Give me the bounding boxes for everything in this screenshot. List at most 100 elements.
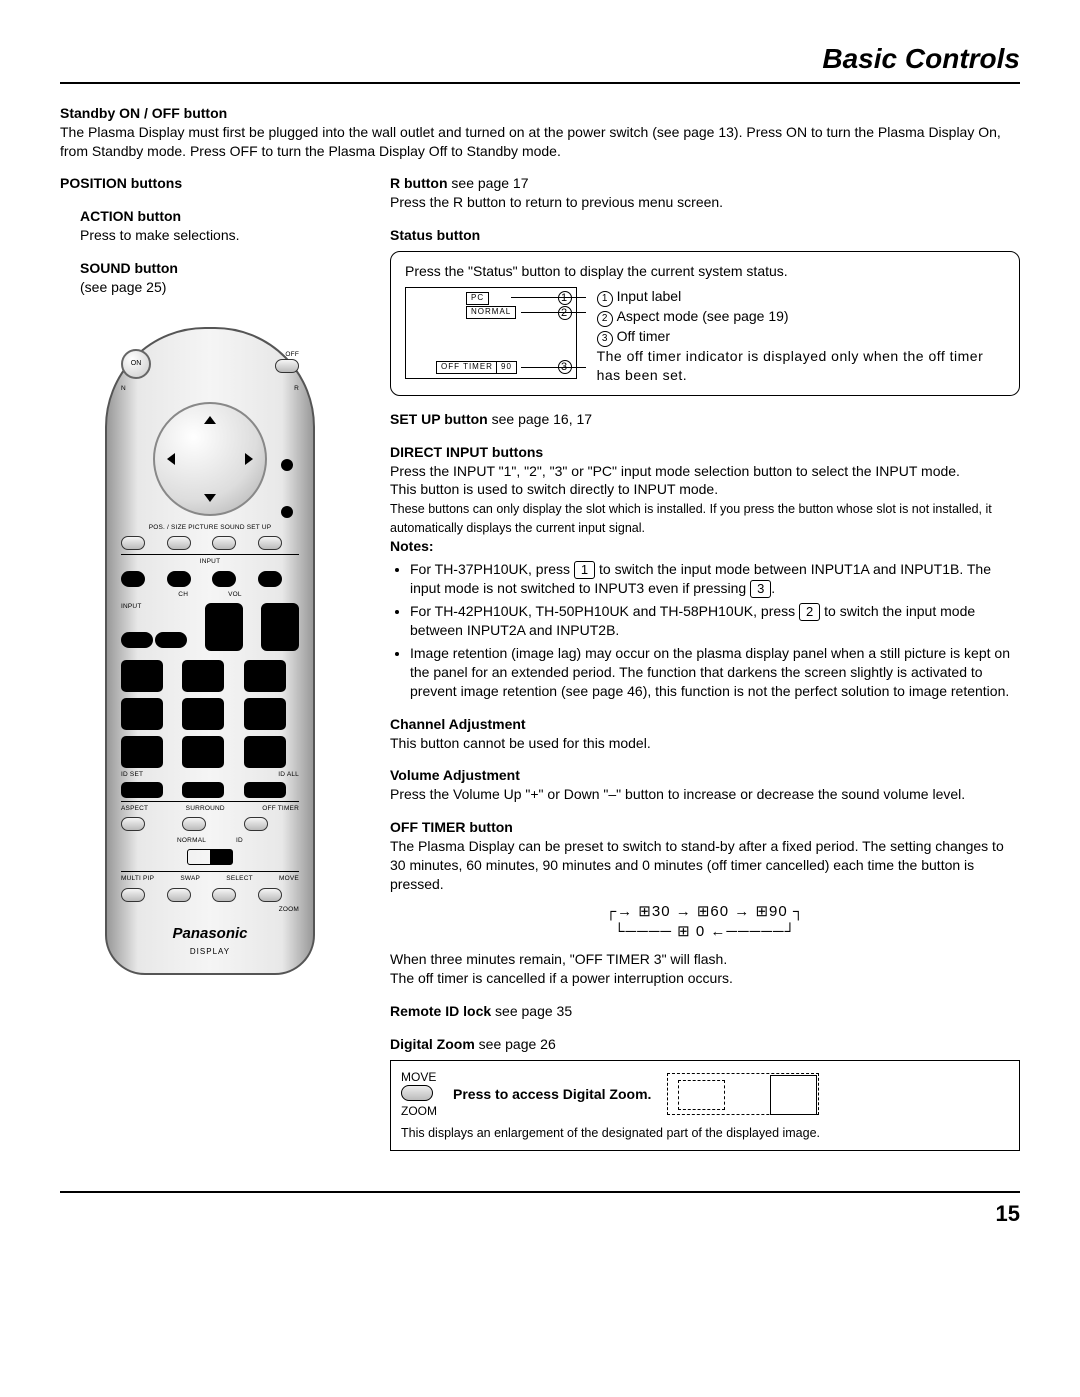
sound-title: SOUND button xyxy=(80,260,178,276)
zoom-ref: see page 26 xyxy=(479,1036,556,1052)
multipip-button[interactable] xyxy=(121,888,145,902)
vol-label: VOL xyxy=(228,591,242,600)
input-1-button[interactable] xyxy=(121,571,145,587)
position-title: POSITION buttons xyxy=(60,174,360,193)
num-0-button[interactable] xyxy=(182,782,224,798)
ch-label: CH xyxy=(178,591,188,600)
aspect-label: ASPECT xyxy=(121,805,148,814)
id-switch[interactable] xyxy=(211,850,233,864)
status-box: Press the "Status" button to display the… xyxy=(390,251,1020,396)
arrow-down-icon xyxy=(204,494,216,502)
num-button[interactable] xyxy=(182,736,224,768)
swap-button[interactable] xyxy=(167,888,191,902)
status-title: Status button xyxy=(390,227,480,243)
input-cycle-button[interactable] xyxy=(121,632,153,648)
idall-button[interactable] xyxy=(244,782,286,798)
r-button-title: R button xyxy=(390,175,448,191)
sd-pc: PC xyxy=(466,292,489,305)
zoom-label: ZOOM xyxy=(121,906,299,915)
setup-ref: see page 16, 17 xyxy=(492,411,592,427)
status-legend: 1Input label 2Aspect mode (see page 19) … xyxy=(597,287,1005,385)
side-button-2[interactable] xyxy=(281,506,293,518)
direct-body1: Press the INPUT "1", "2", "3" or "PC" in… xyxy=(390,463,960,479)
offtimer-body: The Plasma Display can be preset to swit… xyxy=(390,838,1004,892)
idset-label: ID SET xyxy=(121,771,143,780)
id-label: ID xyxy=(236,837,243,846)
zoom-press: Press to access Digital Zoom. xyxy=(453,1085,651,1104)
status-intro: Press the "Status" button to display the… xyxy=(405,263,788,279)
num-button[interactable] xyxy=(182,698,224,730)
sd-normal: NORMAL xyxy=(466,306,516,319)
num-button[interactable] xyxy=(244,698,286,730)
aspect-button[interactable] xyxy=(121,817,145,831)
sd-90: 90 xyxy=(496,361,517,374)
move-label: MOVE xyxy=(279,875,299,884)
select-button[interactable] xyxy=(212,888,236,902)
input-2-button[interactable] xyxy=(167,571,191,587)
standby-section: Standby ON / OFF button The Plasma Displ… xyxy=(60,104,1020,161)
arrow-right-icon xyxy=(245,453,253,465)
direct-small: These buttons can only display the slot … xyxy=(390,502,992,535)
n-label: N xyxy=(121,385,126,394)
idall-label: ID ALL xyxy=(278,771,299,780)
surround-button[interactable] xyxy=(182,817,206,831)
sound-button[interactable] xyxy=(212,536,236,550)
offtimer-label: OFF TIMER xyxy=(262,805,299,814)
num-button[interactable] xyxy=(121,660,163,692)
sd-num1: 1 xyxy=(558,291,572,305)
action-body: Press to make selections. xyxy=(80,227,240,243)
sd-num2: 2 xyxy=(558,306,572,320)
arrow-left-icon xyxy=(167,453,175,465)
timer-cycle: ┌→ ⊞30 → ⊞60 → ⊞90 ┐ └──── ⊞ 0 ←─────┘ xyxy=(390,902,1020,943)
num-button[interactable] xyxy=(244,736,286,768)
page-title: Basic Controls xyxy=(60,40,1020,84)
normal-switch[interactable] xyxy=(188,850,211,864)
direct-title: DIRECT INPUT buttons xyxy=(390,444,543,460)
move-button[interactable] xyxy=(258,888,282,902)
num-button[interactable] xyxy=(121,736,163,768)
volume-title: Volume Adjustment xyxy=(390,767,520,783)
zoom-zoom-label: ZOOM xyxy=(401,1103,437,1119)
offtimer-cancel: The off timer is cancelled if a power in… xyxy=(390,970,733,986)
setup-button[interactable] xyxy=(258,536,282,550)
offtimer-title: OFF TIMER button xyxy=(390,819,513,835)
zoom-diagram xyxy=(667,1073,819,1115)
ch-rocker[interactable] xyxy=(205,603,243,651)
channel-title: Channel Adjustment xyxy=(390,716,526,732)
num-button[interactable] xyxy=(182,660,224,692)
zoom-move-button[interactable] xyxy=(401,1085,433,1101)
off-button[interactable] xyxy=(275,359,299,373)
standby-title: Standby ON / OFF button xyxy=(60,105,227,121)
zoom-box: MOVE ZOOM Press to access Digital Zoom. … xyxy=(390,1060,1020,1151)
setup-title: SET UP button xyxy=(390,411,488,427)
idset-button[interactable] xyxy=(121,782,163,798)
remoteid-ref: see page 35 xyxy=(495,1003,572,1019)
picture-button[interactable] xyxy=(167,536,191,550)
remoteid-title: Remote ID lock xyxy=(390,1003,491,1019)
pos-size-button[interactable] xyxy=(121,536,145,550)
input-3-button[interactable] xyxy=(212,571,236,587)
side-button[interactable] xyxy=(281,459,293,471)
input-pc-button[interactable] xyxy=(258,571,282,587)
swap-label: SWAP xyxy=(180,875,200,884)
vol-rocker[interactable] xyxy=(261,603,299,651)
zoom-caption: This displays an enlargement of the desi… xyxy=(401,1125,1009,1142)
volume-body: Press the Volume Up "+" or Down "–" butt… xyxy=(390,786,965,802)
num-button[interactable] xyxy=(121,698,163,730)
r-button-ref: see page 17 xyxy=(451,175,528,191)
sd-offtimer: OFF TIMER xyxy=(436,361,498,374)
status-diagram: PC NORMAL OFF TIMER 90 1 2 3 xyxy=(405,287,577,379)
multipip-label: MULTI PIP xyxy=(121,875,154,884)
extra-button[interactable] xyxy=(155,632,187,648)
standby-body: The Plasma Display must first be plugged… xyxy=(60,124,1001,159)
offtimer-button[interactable] xyxy=(244,817,268,831)
action-title: ACTION button xyxy=(80,208,181,224)
num-button[interactable] xyxy=(244,660,286,692)
on-button[interactable]: ON xyxy=(121,349,151,379)
notes-title: Notes: xyxy=(390,538,434,554)
select-label: SELECT xyxy=(226,875,253,884)
note-3: Image retention (image lag) may occur on… xyxy=(410,644,1020,701)
remote-control: ON OFF N R POS. / SIZE xyxy=(105,327,315,976)
direction-pad[interactable] xyxy=(153,402,267,516)
sd-num3: 3 xyxy=(558,360,572,374)
